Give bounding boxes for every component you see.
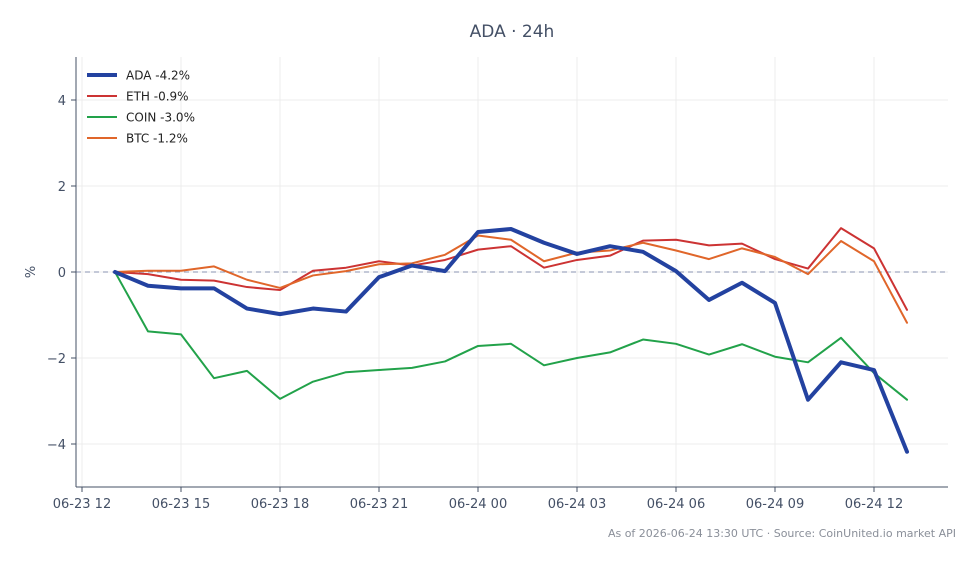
legend-label: BTC -1.2% [126,132,188,146]
series-line [114,234,908,324]
x-tick-label: 06-24 03 [548,497,606,512]
y-tick-label: 0 [58,266,66,281]
series-lines [113,227,909,454]
x-tick-label: 06-24 06 [647,497,705,512]
x-tick-label: 06-23 18 [251,497,309,512]
legend: ADA -4.2% ETH -0.9% COIN -3.0% BTC -1.2% [87,69,195,146]
x-tick-label: 06-23 15 [152,497,210,512]
x-tick-label: 06-24 00 [449,497,507,512]
y-tick-label: −2 [47,352,66,367]
series-line [114,227,908,311]
legend-label: COIN -3.0% [126,111,195,125]
series-line [114,271,908,401]
chart-title: ADA · 24h [470,22,555,42]
legend-label: ETH -0.9% [126,90,189,104]
y-tick-label: 2 [58,180,66,195]
footer-source: As of 2026-06-24 13:30 UTC · Source: Coi… [608,527,956,540]
x-tick-label: 06-23 21 [350,497,408,512]
y-tick-label: 4 [58,94,66,109]
x-tick-label: 06-23 12 [53,497,111,512]
x-tick-label: 06-24 12 [845,497,903,512]
x-tick-label: 06-24 09 [746,497,804,512]
legend-label: ADA -4.2% [126,69,190,83]
x-axis-ticks: 06-23 12 06-23 15 06-23 18 06-23 21 06-24 00… [53,487,903,512]
y-axis-label: % [24,266,39,278]
series-line [113,227,909,454]
y-axis-ticks: −4 −2 0 2 4 [47,94,76,453]
y-tick-label: −4 [47,438,66,453]
